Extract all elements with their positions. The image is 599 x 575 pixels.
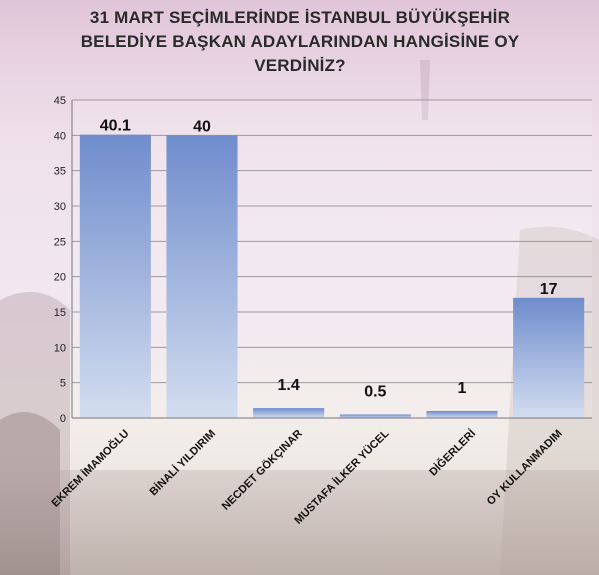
data-labels: 40.1 40 1.4 0.5 1 17 [100, 118, 558, 401]
data-label: 1 [458, 380, 467, 397]
bar [339, 414, 411, 418]
bar [426, 410, 498, 418]
y-tick-label: 30 [54, 201, 66, 213]
y-tick-label: 10 [54, 342, 66, 354]
data-label: 40 [193, 118, 211, 135]
bars [79, 134, 585, 419]
chart-title: 31 MART SEÇİMLERİNDE İSTANBUL BÜYÜKŞEHİR… [20, 6, 580, 78]
y-tick-label: 0 [60, 413, 66, 425]
data-label: 0.5 [364, 383, 386, 400]
x-category-label: OY KULLANMADIM [485, 428, 565, 508]
x-category-label: MUSTAFA İLKER YÜCEL [292, 427, 392, 527]
data-label: 1.4 [278, 377, 300, 394]
y-tick-label: 5 [60, 378, 66, 390]
x-category-label: BİNALİ YILDIRIM [147, 427, 218, 498]
y-axis-tick-labels: 0 5 10 15 20 25 30 35 40 45 [54, 95, 66, 425]
bar [79, 134, 151, 419]
y-tick-label: 40 [54, 130, 66, 142]
y-tick-label: 35 [54, 166, 66, 178]
chart-title-line-1: 31 MART SEÇİMLERİNDE İSTANBUL BÜYÜKŞEHİR [89, 8, 511, 27]
x-category-label: EKREM İMAMOĞLU [49, 427, 132, 510]
bar [513, 297, 585, 418]
y-tick-label: 20 [54, 272, 66, 284]
chart-title-line-3: VERDİNİZ? [254, 56, 346, 75]
bar [166, 135, 238, 419]
x-axis-category-labels: EKREM İMAMOĞLU BİNALİ YILDIRIM NECDET GÖKÇ… [49, 427, 565, 527]
y-tick-label: 15 [54, 307, 66, 319]
gridlines [72, 99, 592, 384]
y-tick-label: 45 [54, 95, 66, 107]
y-tick-label: 25 [54, 236, 66, 248]
plot-area [72, 100, 592, 418]
bar [253, 408, 325, 418]
data-label: 40.1 [100, 118, 131, 135]
chart-title-line-2: BELEDİYE BAŞKAN ADAYLARINDAN HANGİSİNE O… [80, 32, 520, 51]
x-category-label: DİĞERLERİ [427, 427, 479, 479]
data-label: 17 [540, 281, 558, 298]
x-category-label: NECDET GÖKÇINAR [219, 427, 305, 513]
